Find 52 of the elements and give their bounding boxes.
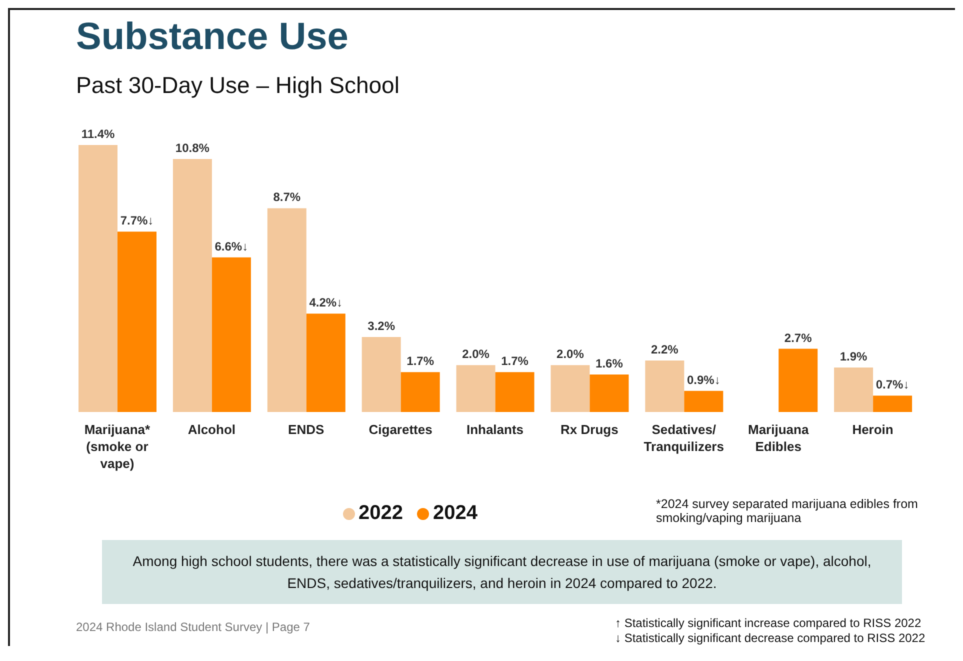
bar [550,365,590,412]
data-label: 4.2%↓ [309,296,343,310]
bar [212,257,251,412]
data-label: 10.8% [175,141,210,156]
x-tick-label: Alcohol [188,422,236,437]
chart-subtitle: Past 30-Day Use – High School [76,72,400,99]
legend-label: 2022 [358,502,403,525]
data-label: 2.2% [650,342,679,356]
bar [778,348,818,412]
bar [118,232,156,412]
text: Among high school students, there was a statistically significant decrease in use of marijuana (smoke or vape), alcohol, ENDS, sedatives/tranquilizers, and heroin in 2024 compared to 2022. [102,540,902,604]
bar [306,314,346,412]
x-tick-label: ENDS [288,422,324,437]
bar [267,208,306,412]
data-label: 1.7% [501,354,529,368]
data-label: 1.6% [596,356,624,371]
bar [495,372,534,412]
x-tick-label: Marijuana* (smoke or vape) [84,422,152,471]
bar [400,372,440,412]
data-label: 1.9% [840,350,868,364]
text: ↓ Statistically significant decrease compared to RISS 2022 [615,631,926,645]
bar [362,337,401,412]
text: 2024 Rhode Island Student Survey | Page 7 [76,620,310,634]
bar [78,145,118,412]
x-tick-label: Heroin [852,422,894,437]
bar [590,374,629,412]
data-label: 2.0% [462,347,490,362]
data-label: 8.7% [273,190,301,204]
x-tick-label: Marijuana Edibles [748,422,810,454]
chart-title: Substance Use [76,16,348,59]
data-label: 11.4% [81,127,116,141]
data-label: 7.7%↓ [120,214,154,228]
data-label: 2.0% [556,347,584,362]
x-tick-label: Inhalants [466,422,524,437]
bar [172,159,212,412]
text: ↑ Statistically significant increase compared to RISS 2022 [615,616,922,630]
data-label: 6.6%↓ [214,239,248,254]
data-label: 0.7%↓ [876,378,910,392]
x-tick-label: Sedatives/ Tranquilizers [644,422,724,454]
text: *2024 survey separated marijuana edibles from smoking/vaping marijuana [656,497,919,525]
legend-label: 2024 [432,502,478,525]
data-label: 1.7% [406,354,434,368]
bar [873,396,912,412]
x-tick-label: Rx Drugs [560,422,618,437]
bar [456,365,496,412]
bar [834,368,874,412]
bar [645,360,684,412]
data-label: 0.9%↓ [686,372,720,387]
data-label: 3.2% [368,319,396,334]
bar [684,390,724,412]
x-tick-label: Cigarettes [368,422,432,437]
data-label: 2.7% [784,330,812,345]
